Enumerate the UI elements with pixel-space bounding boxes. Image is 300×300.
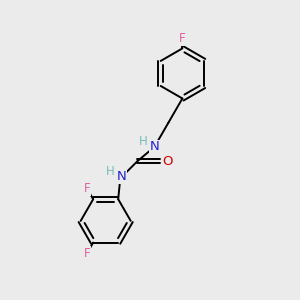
Text: H: H [139,135,148,148]
Text: H: H [106,165,115,178]
Text: N: N [149,140,159,153]
Text: O: O [162,154,173,168]
Text: F: F [179,32,186,46]
Text: F: F [84,182,90,195]
Text: N: N [117,170,127,183]
Text: F: F [84,247,90,260]
